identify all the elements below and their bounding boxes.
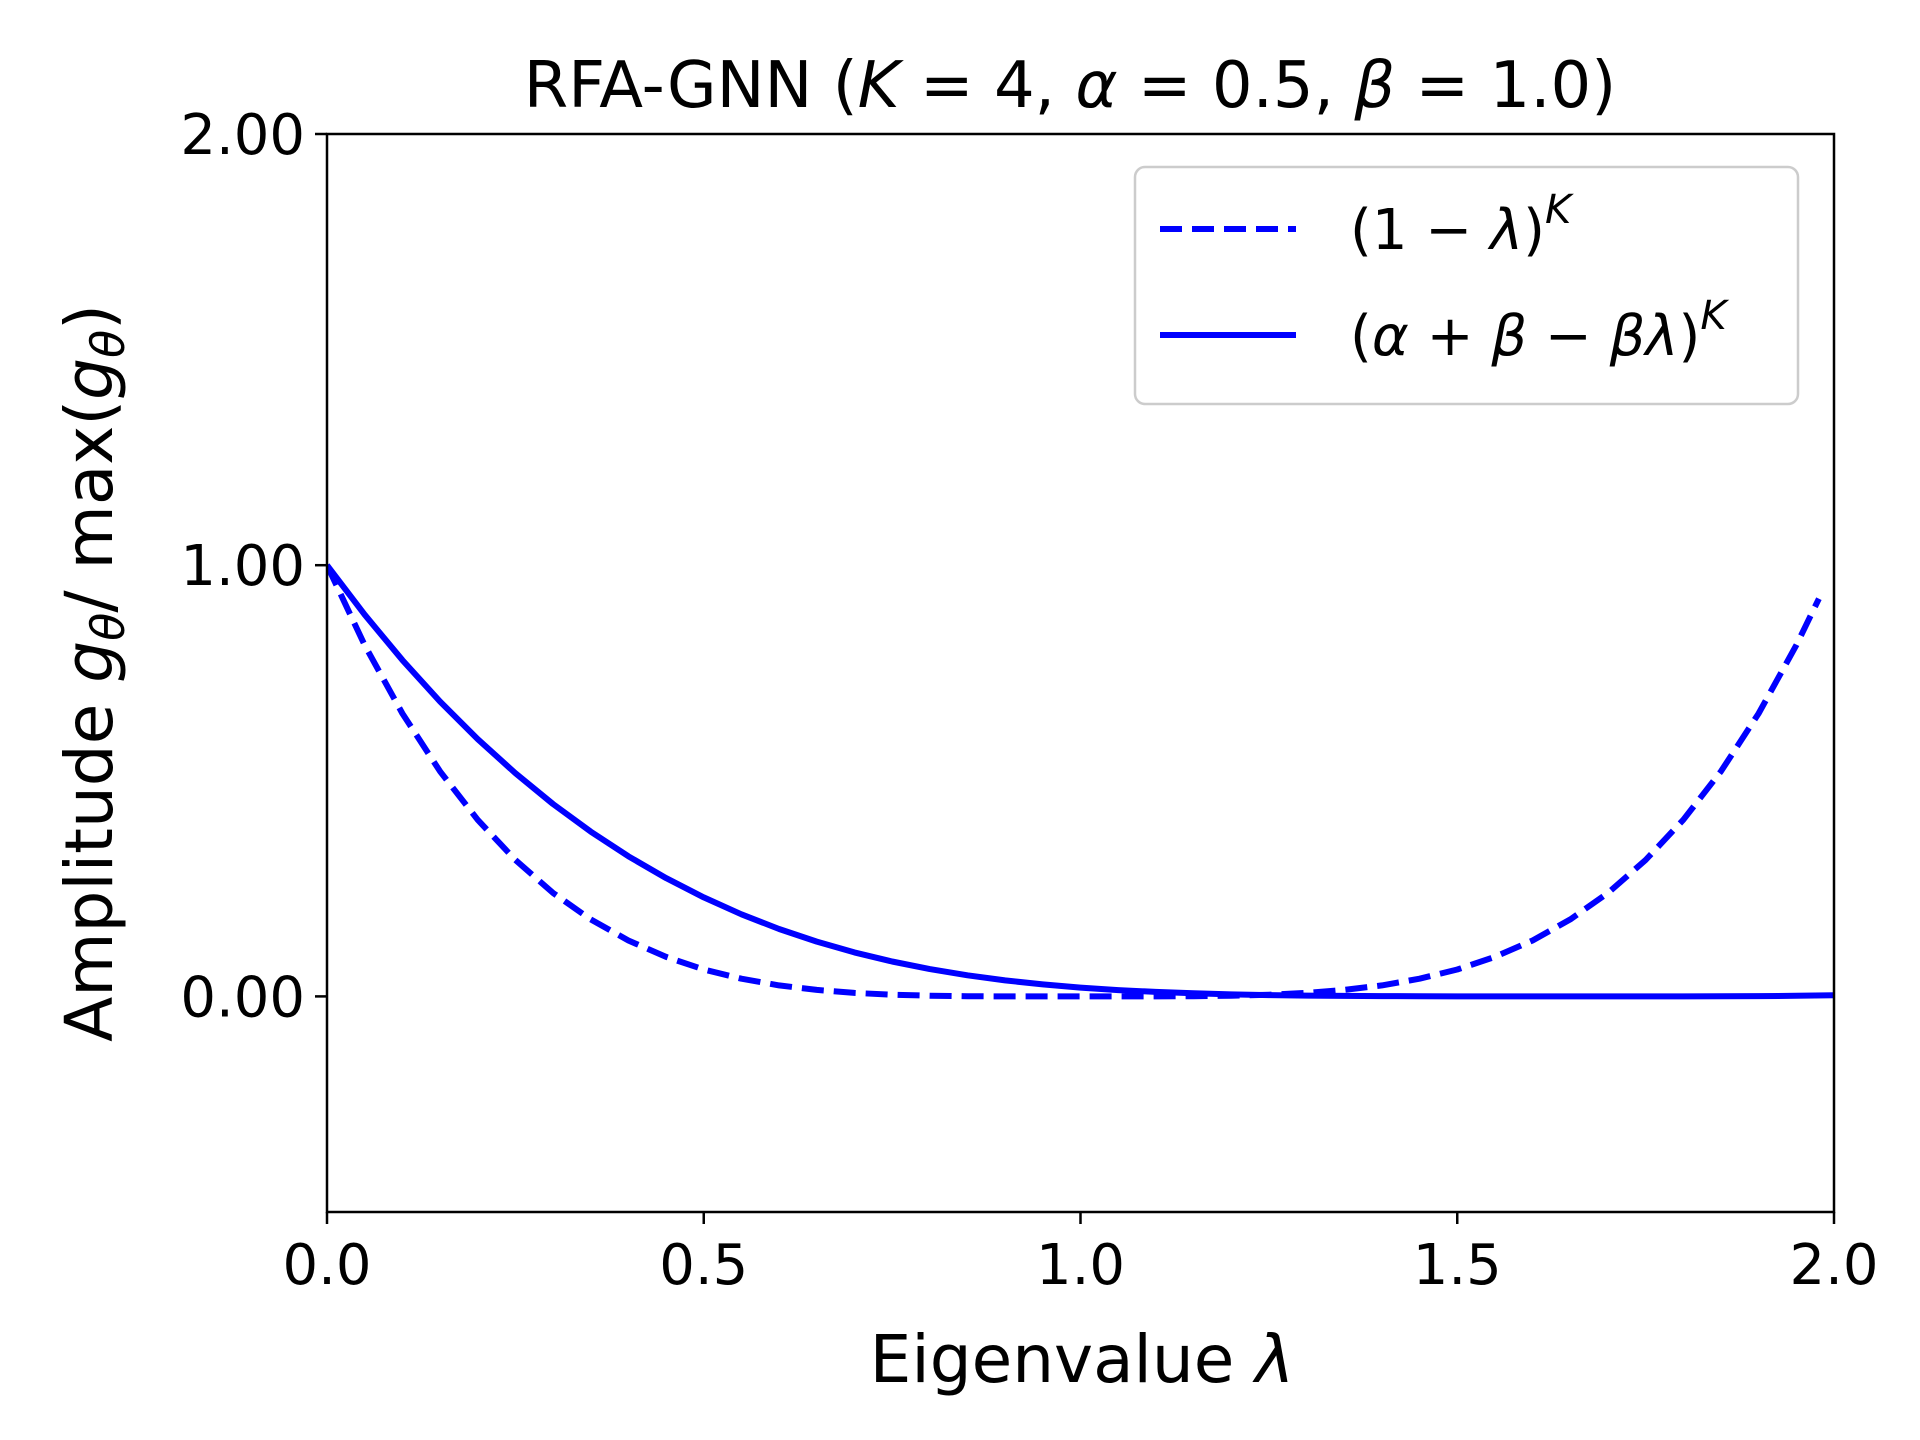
x-tick-label: 0.0: [282, 1233, 371, 1298]
legend-box: [1133, 165, 1800, 406]
y-tick-label: 1.00: [180, 534, 305, 599]
series-layer: [327, 563, 1834, 1000]
x-tick-label: 0.5: [659, 1233, 748, 1298]
legend-label-series-1: (1 − λ)K: [1350, 187, 1574, 263]
legend-label-series-2: (α + β − βλ)K: [1350, 293, 1729, 369]
y-tick-label: 2.00: [180, 103, 305, 168]
chart-title: RFA-GNN (K = 4, α = 0.5, β = 1.0): [524, 49, 1616, 123]
y-tick-label: 0.00: [180, 965, 305, 1030]
series-line-1: [327, 563, 1822, 1000]
tick-layer: 0.0 0.5 1.0 1.5 2.0 0.00 1.00 2.00: [180, 103, 1878, 1298]
x-tick-label: 1.0: [1036, 1233, 1125, 1298]
y-axis-label: Amplitude gθ/ max(gθ): [51, 304, 135, 1042]
x-tick-label: 1.5: [1413, 1233, 1502, 1298]
x-axis-label: Eigenvalue λ: [870, 1321, 1295, 1398]
legend: (1 − λ)K (α + β − βλ)K: [1133, 165, 1800, 406]
series-line-2: [327, 563, 1834, 1000]
x-tick-label: 2.0: [1789, 1233, 1878, 1298]
